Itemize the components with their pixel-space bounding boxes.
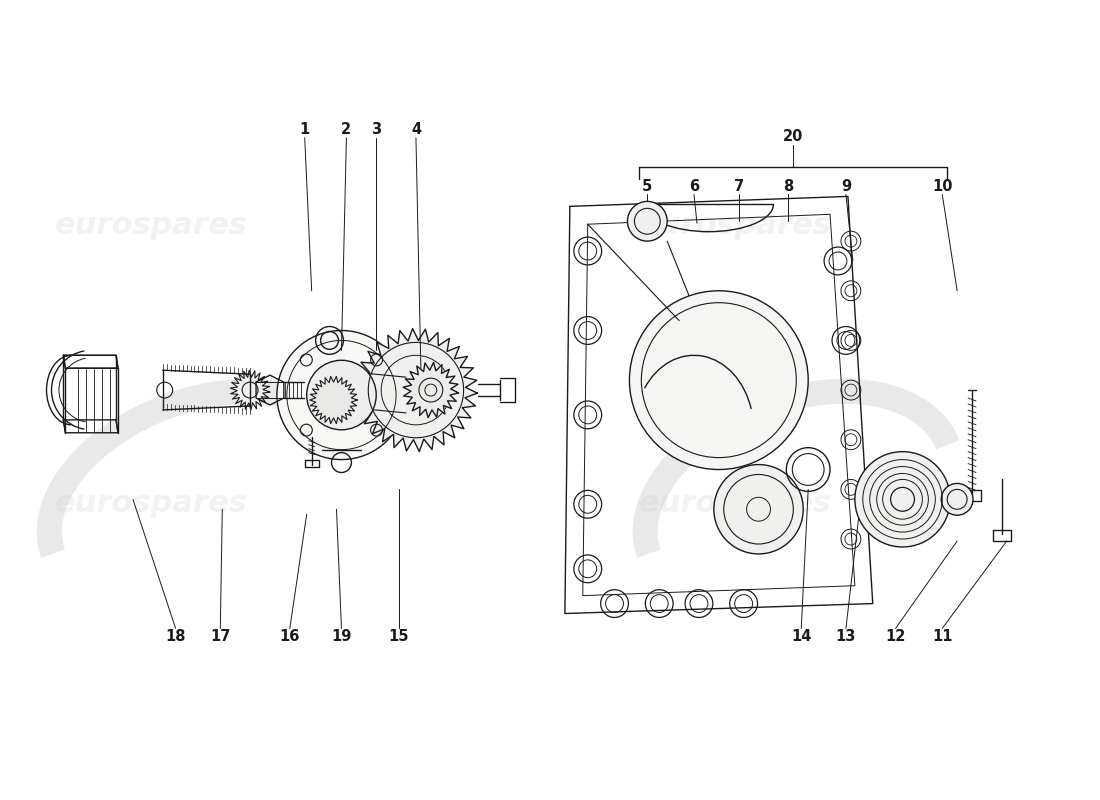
- Text: 12: 12: [886, 629, 905, 644]
- Text: 14: 14: [791, 629, 812, 644]
- Text: 7: 7: [734, 179, 744, 194]
- Circle shape: [277, 330, 406, 459]
- Text: 18: 18: [165, 629, 186, 644]
- Polygon shape: [404, 362, 459, 418]
- Text: 9: 9: [840, 179, 851, 194]
- Circle shape: [942, 483, 974, 515]
- Text: 11: 11: [932, 629, 953, 644]
- Polygon shape: [230, 370, 270, 410]
- Text: 20: 20: [783, 130, 803, 144]
- Text: 16: 16: [279, 629, 300, 644]
- Text: 13: 13: [836, 629, 856, 644]
- Text: 3: 3: [371, 122, 382, 138]
- Circle shape: [629, 290, 808, 470]
- Text: 8: 8: [783, 179, 793, 194]
- Text: 1: 1: [299, 122, 310, 138]
- Circle shape: [714, 465, 803, 554]
- Text: eurospares: eurospares: [639, 210, 832, 240]
- Polygon shape: [354, 329, 477, 451]
- Circle shape: [627, 202, 668, 241]
- Text: 4: 4: [411, 122, 421, 138]
- Text: eurospares: eurospares: [55, 489, 248, 518]
- Circle shape: [307, 360, 376, 430]
- Text: 10: 10: [932, 179, 953, 194]
- Circle shape: [855, 452, 950, 547]
- Text: 6: 6: [689, 179, 700, 194]
- Text: 5: 5: [642, 179, 652, 194]
- Text: 17: 17: [210, 629, 231, 644]
- Text: 19: 19: [331, 629, 352, 644]
- Polygon shape: [310, 376, 358, 424]
- Text: eurospares: eurospares: [639, 489, 832, 518]
- Text: 15: 15: [388, 629, 409, 644]
- Text: eurospares: eurospares: [55, 210, 248, 240]
- Text: 2: 2: [341, 122, 352, 138]
